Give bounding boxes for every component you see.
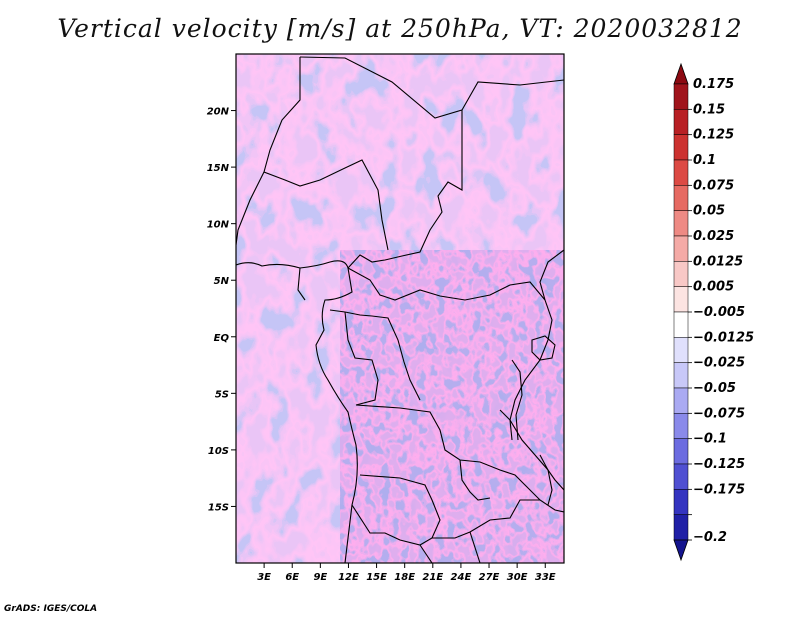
border-namibia	[419, 544, 433, 563]
lat-tick-label: 10S	[208, 446, 229, 457]
colorbar-label: 0.15	[693, 102, 725, 117]
colorbar-swatch	[673, 109, 689, 135]
border-nigeria	[297, 267, 306, 301]
colorbar-label: 0.175	[693, 77, 734, 92]
colorbar-label: 0.1	[693, 153, 716, 168]
lon-tick-label: 30E	[507, 572, 528, 583]
lat-tick-label: 5S	[215, 389, 229, 400]
map-title: Vertical velocity [m/s] at 250hPa, VT: 2…	[57, 14, 743, 43]
colorbar-swatch	[673, 261, 689, 287]
colorbar-bottom-arrow	[673, 539, 689, 562]
lat-tick-label: 15S	[208, 502, 229, 513]
colorbar-label: −0.175	[693, 482, 745, 497]
lat-tick-label: 20N	[207, 107, 230, 118]
latitude-axis: 20N 15N 10N 5N EQ 5S 10S 15S	[207, 107, 236, 513]
border-zambia	[432, 499, 540, 539]
lon-tick-label: 12E	[338, 572, 359, 583]
map-frame	[235, 53, 565, 564]
colorbar-label: 0.05	[693, 204, 725, 219]
lon-tick-label: 6E	[285, 572, 299, 583]
colorbar-label: −0.1	[693, 432, 727, 447]
colorbar-swatch	[673, 311, 689, 338]
border-northeast	[461, 79, 564, 111]
border-congo-west	[329, 309, 421, 401]
lon-tick-label: 33E	[535, 572, 556, 583]
colorbar-swatch	[673, 185, 689, 211]
lon-tick-label: 3E	[257, 572, 271, 583]
colorbar-label: −0.05	[693, 381, 736, 396]
border-west-sahel	[236, 171, 265, 246]
lon-tick-label: 27E	[479, 572, 500, 583]
lon-tick-label: 24E	[451, 572, 472, 583]
map-plot-area: 20N 15N 10N 5N EQ 5S 10S 15S 3E 6E 9E 12E 15E 18E 21E…	[207, 53, 565, 583]
lat-tick-label: 15N	[207, 163, 230, 174]
lake-malawi	[539, 454, 553, 506]
lat-tick-label: 10N	[207, 220, 230, 231]
colorbar-swatch	[673, 159, 689, 186]
border-north	[299, 56, 463, 269]
colorbar: 0.175 0.15 0.125 0.1 0.075 0.05 0.025 0.0125 0.0…	[673, 62, 754, 562]
colorbar-label: −0.125	[693, 457, 745, 472]
lat-tick-label: EQ	[214, 333, 230, 344]
colorbar-label: −0.075	[693, 406, 745, 421]
lake-tanganyika	[511, 359, 523, 441]
colorbar-label: 0.075	[693, 178, 734, 193]
lake-mweru	[499, 409, 513, 441]
border-sahel	[263, 57, 389, 251]
colorbar-swatch	[673, 134, 689, 161]
lon-tick-label: 21E	[422, 572, 443, 583]
lon-tick-label: 15E	[366, 572, 387, 583]
border-equatorial-north	[347, 267, 546, 301]
colorbar-swatch	[673, 235, 689, 262]
border-katanga	[459, 459, 491, 501]
colorbar-swatch	[673, 286, 689, 313]
colorbar-swatch	[673, 489, 689, 515]
colorbar-top-arrow	[673, 62, 689, 85]
colorbar-swatch	[673, 463, 689, 490]
colorbar-label: 0.025	[693, 229, 734, 244]
grads-footer: GrADS: IGES/COLA	[4, 604, 98, 614]
colorbar-label: 0.005	[693, 280, 734, 295]
colorbar-label: −0.0125	[693, 330, 754, 345]
lon-tick-label: 18E	[394, 572, 415, 583]
lon-tick-label: 9E	[313, 572, 327, 583]
lake-victoria	[531, 335, 556, 361]
colorbar-swatch	[673, 83, 689, 110]
coastline-west	[236, 260, 358, 563]
colorbar-label: −0.025	[693, 356, 745, 371]
colorbar-swatch	[673, 438, 689, 465]
colorbar-label: 0.125	[693, 128, 734, 143]
longitude-axis: 3E 6E 9E 12E 15E 18E 21E 24E 27E 30E 33E	[257, 563, 556, 583]
colorbar-swatch	[673, 337, 689, 363]
colorbar-label: 0.0125	[693, 254, 743, 269]
country-borders	[236, 56, 564, 563]
colorbar-swatch	[673, 362, 689, 389]
coastline-east-lakes	[509, 249, 564, 491]
border-gabon	[344, 311, 379, 406]
convective-region-field	[340, 250, 564, 563]
colorbar-label: −0.2	[693, 530, 727, 545]
colorbar-swatch	[673, 210, 689, 237]
colorbar-swatch	[673, 413, 689, 439]
colorbar-swatch	[673, 514, 689, 541]
colorbar-label: −0.005	[693, 305, 745, 320]
colorbar-swatch	[673, 387, 689, 414]
lat-tick-label: 5N	[214, 276, 230, 287]
border-botswana	[469, 531, 481, 563]
